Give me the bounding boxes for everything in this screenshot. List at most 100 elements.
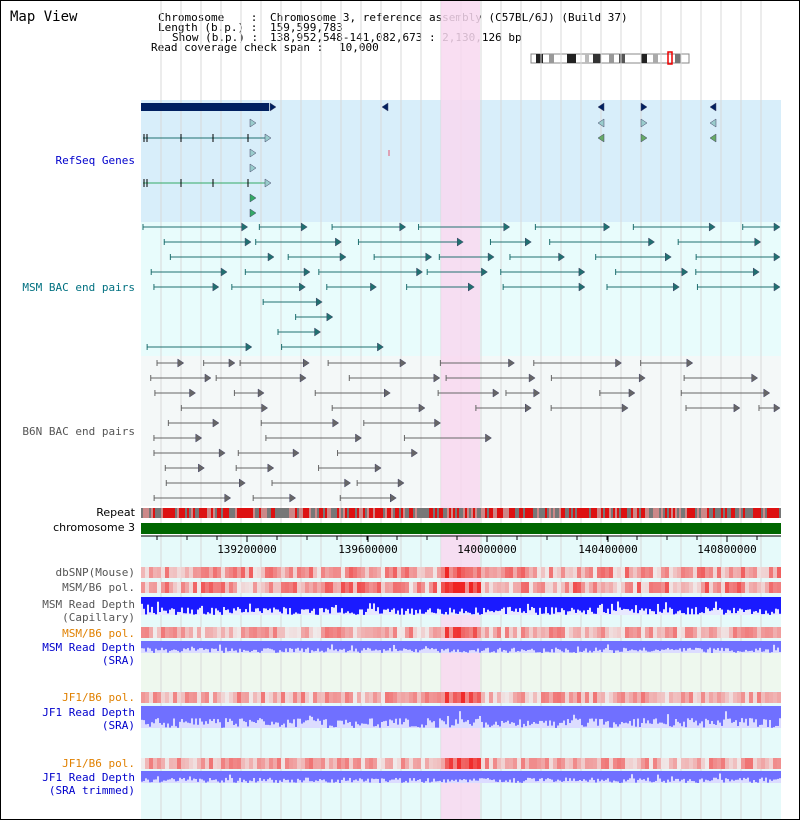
highlight-region[interactable] bbox=[441, 1, 480, 819]
track-label-chromosome[interactable]: chromosome 3 bbox=[53, 521, 135, 534]
depth-bar bbox=[767, 706, 769, 728]
depth-bar bbox=[393, 597, 395, 609]
track-label-msm-b6-pol[interactable]: MSM/B6 pol. bbox=[62, 581, 135, 594]
depth-bar bbox=[433, 771, 435, 779]
heatmap-cell bbox=[153, 582, 157, 593]
depth-bar bbox=[543, 706, 545, 723]
heatmap-cell bbox=[361, 582, 365, 593]
depth-bar bbox=[753, 771, 755, 781]
depth-bar bbox=[491, 641, 493, 652]
heatmap-cell bbox=[641, 567, 645, 578]
track-label-dbsnp[interactable]: dbSNP(Mouse) bbox=[55, 566, 135, 579]
depth-bar bbox=[573, 706, 575, 715]
depth-bar bbox=[605, 706, 607, 722]
depth-bar bbox=[711, 706, 713, 722]
repeat-segment bbox=[565, 508, 567, 518]
track-label-msm-depth-sra[interactable]: MSM Read Depth bbox=[42, 641, 135, 654]
heatmap-cell bbox=[577, 692, 581, 703]
heatmap-cell bbox=[489, 582, 493, 593]
depth-bar bbox=[721, 597, 723, 610]
heatmap-cell bbox=[193, 627, 197, 638]
depth-bar bbox=[477, 771, 479, 781]
heatmap-cell bbox=[621, 567, 625, 578]
chromosome-bar[interactable] bbox=[141, 523, 781, 534]
depth-bar bbox=[457, 771, 459, 782]
depth-bar bbox=[493, 771, 495, 780]
coverage-value: 10,000 bbox=[339, 41, 379, 54]
b6n-bac-pair-arrow bbox=[397, 478, 405, 488]
heatmap-cell bbox=[625, 582, 629, 593]
track-label-msm-bac[interactable]: MSM BAC end pairs bbox=[22, 281, 135, 294]
heatmap-cell bbox=[229, 582, 233, 593]
depth-bar bbox=[667, 641, 669, 648]
track-label-msm-depth-capillary[interactable]: MSM Read Depth bbox=[42, 598, 135, 611]
depth-bar bbox=[369, 706, 371, 719]
depth-bar bbox=[391, 706, 393, 721]
heatmap-cell bbox=[765, 692, 769, 703]
repeat-segment bbox=[601, 508, 603, 518]
heatmap-cell bbox=[417, 627, 421, 638]
depth-bar bbox=[691, 771, 693, 782]
heatmap-cell bbox=[333, 567, 337, 578]
heatmap-cell bbox=[757, 567, 761, 578]
track-label-jf1-depth-sra[interactable]: JF1 Read Depth bbox=[42, 706, 135, 719]
depth-bar bbox=[549, 597, 551, 615]
track-label-jf1-depth-trim[interactable]: JF1 Read Depth bbox=[42, 771, 135, 784]
heatmap-cell bbox=[489, 758, 493, 769]
depth-bar bbox=[643, 597, 645, 611]
depth-bar bbox=[489, 706, 491, 728]
repeat-segment bbox=[471, 508, 473, 518]
track-label-repeat[interactable]: Repeat bbox=[96, 506, 135, 519]
depth-bar bbox=[515, 597, 517, 609]
depth-bar bbox=[731, 771, 733, 780]
polymorphism-heatmaps[interactable] bbox=[141, 567, 781, 769]
heatmap-cell bbox=[609, 627, 613, 638]
track-label-jf1-b6-pol-trim[interactable]: JF1/B6 pol. bbox=[62, 757, 135, 770]
depth-bar bbox=[245, 771, 247, 782]
depth-bar bbox=[507, 771, 509, 782]
depth-bar bbox=[403, 771, 405, 783]
depth-bar bbox=[513, 706, 515, 723]
heatmap-cell bbox=[681, 627, 685, 638]
msm-bac-pair-arrow bbox=[241, 222, 249, 232]
repeat-segment bbox=[653, 508, 655, 518]
depth-bar bbox=[315, 597, 317, 615]
depth-bar bbox=[779, 706, 781, 719]
heatmap-cell bbox=[449, 582, 453, 593]
depth-bar bbox=[183, 597, 185, 614]
read-depth-tracks[interactable] bbox=[141, 597, 781, 783]
repeat-track[interactable] bbox=[141, 508, 781, 518]
heatmap-cell bbox=[457, 582, 461, 593]
depth-bar bbox=[649, 706, 651, 724]
track-label-msm-b6-pol-sra[interactable]: MSM/B6 pol. bbox=[62, 627, 135, 640]
depth-bar bbox=[165, 706, 167, 728]
depth-bar bbox=[359, 706, 361, 726]
chromosome-ideogram[interactable] bbox=[530, 51, 690, 65]
heatmap-cell bbox=[333, 582, 337, 593]
track-label-b6n-bac[interactable]: B6N BAC end pairs bbox=[22, 425, 135, 438]
depth-bar bbox=[149, 771, 151, 783]
depth-bar bbox=[533, 706, 535, 723]
depth-bar bbox=[545, 597, 547, 608]
heatmap-cell bbox=[301, 758, 305, 769]
heatmap-cell bbox=[685, 627, 689, 638]
heatmap-cell bbox=[601, 627, 605, 638]
bac-end-pairs[interactable] bbox=[142, 222, 781, 503]
depth-bar bbox=[453, 641, 455, 650]
depth-bar bbox=[247, 771, 249, 783]
depth-bar bbox=[187, 641, 189, 649]
track-label-jf1-b6-pol[interactable]: JF1/B6 pol. bbox=[62, 691, 135, 704]
track-label-refseq[interactable]: RefSeq Genes bbox=[55, 154, 135, 167]
depth-bar bbox=[253, 597, 255, 612]
depth-bar bbox=[573, 597, 575, 610]
depth-bar bbox=[503, 706, 505, 723]
b6n-bac-pair-arrow bbox=[374, 463, 382, 473]
heatmap-cell bbox=[149, 567, 153, 578]
repeat-segment bbox=[163, 508, 165, 518]
heatmap-cell bbox=[769, 582, 773, 593]
refseq-genes[interactable] bbox=[141, 102, 717, 218]
heatmap-cell bbox=[513, 627, 517, 638]
repeat-segment bbox=[643, 508, 645, 518]
depth-bar bbox=[571, 597, 573, 608]
